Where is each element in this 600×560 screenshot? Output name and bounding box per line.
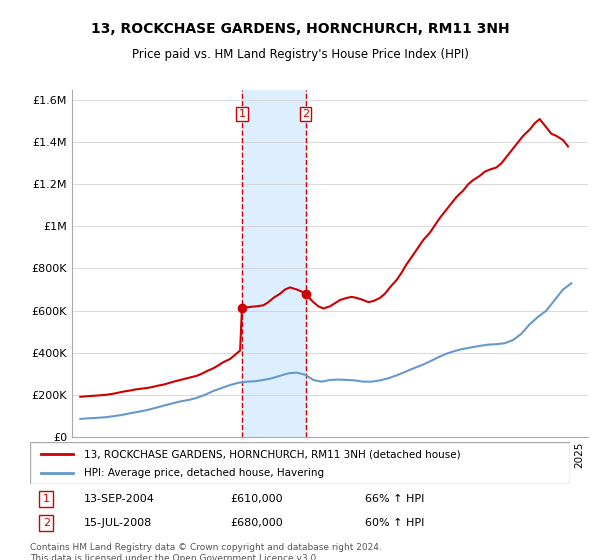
Bar — [242, 90, 305, 437]
Text: 1: 1 — [43, 494, 50, 504]
Text: 13, ROCKCHASE GARDENS, HORNCHURCH, RM11 3NH: 13, ROCKCHASE GARDENS, HORNCHURCH, RM11 … — [91, 22, 509, 36]
Text: £610,000: £610,000 — [230, 494, 283, 504]
Text: £680,000: £680,000 — [230, 518, 283, 528]
Text: 66% ↑ HPI: 66% ↑ HPI — [365, 494, 424, 504]
Text: 15-JUL-2008: 15-JUL-2008 — [84, 518, 152, 528]
Text: 1: 1 — [238, 109, 245, 119]
Text: 2: 2 — [43, 518, 50, 528]
Text: HPI: Average price, detached house, Havering: HPI: Average price, detached house, Have… — [84, 468, 324, 478]
Text: 13-SEP-2004: 13-SEP-2004 — [84, 494, 155, 504]
FancyBboxPatch shape — [30, 442, 570, 484]
Text: 13, ROCKCHASE GARDENS, HORNCHURCH, RM11 3NH (detached house): 13, ROCKCHASE GARDENS, HORNCHURCH, RM11 … — [84, 449, 461, 459]
Text: Contains HM Land Registry data © Crown copyright and database right 2024.
This d: Contains HM Land Registry data © Crown c… — [30, 543, 382, 560]
Text: Price paid vs. HM Land Registry's House Price Index (HPI): Price paid vs. HM Land Registry's House … — [131, 48, 469, 60]
Text: 2: 2 — [302, 109, 309, 119]
Text: 60% ↑ HPI: 60% ↑ HPI — [365, 518, 424, 528]
